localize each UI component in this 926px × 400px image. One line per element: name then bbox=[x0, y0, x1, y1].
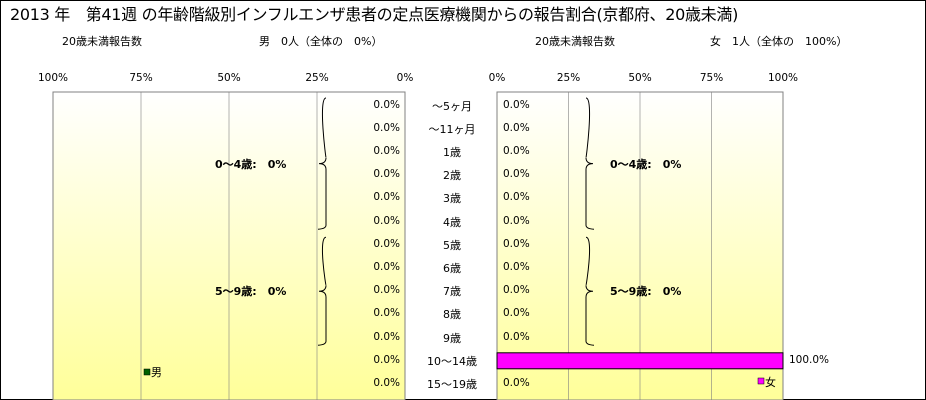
male-group-bracket bbox=[317, 236, 327, 346]
female-legend-swatch bbox=[757, 377, 765, 385]
age-category-label: 15～19歳 bbox=[427, 378, 477, 391]
age-category-label: 5歳 bbox=[443, 238, 461, 252]
female-value-label: 0.0% bbox=[503, 121, 530, 134]
age-category-label: ～5ヶ月 bbox=[432, 99, 472, 113]
male-group-label: 5～9歳: 0% bbox=[215, 285, 287, 299]
female-x-tick-label: 75% bbox=[699, 72, 724, 84]
male-value-label: 0.0% bbox=[373, 214, 400, 227]
female-group-label: 5～9歳: 0% bbox=[610, 285, 682, 299]
female-group-bracket bbox=[585, 97, 595, 230]
female-value-label: 0.0% bbox=[503, 377, 530, 389]
male-summary-label: 20歳未満報告数 bbox=[62, 35, 142, 48]
age-category-label: 10～14歳 bbox=[427, 354, 477, 368]
female-x-tick-label: 25% bbox=[556, 72, 581, 84]
female-legend-label: 女 bbox=[765, 376, 776, 389]
female-value-label: 0.0% bbox=[503, 237, 530, 250]
male-value-label: 0.0% bbox=[373, 261, 400, 273]
male-value-label: 0.0% bbox=[373, 191, 400, 204]
age-category-label: 9歳 bbox=[443, 331, 461, 345]
female-value-label: 0.0% bbox=[503, 168, 530, 181]
female-value-label: 0.0% bbox=[503, 214, 530, 227]
age-category-label: 1歳 bbox=[443, 146, 461, 159]
age-category-label: 3歳 bbox=[443, 192, 461, 206]
male-legend-label: 男 bbox=[151, 366, 162, 379]
female-x-tick-label: 0% bbox=[488, 72, 506, 84]
female-group-label: 0～4歳: 0% bbox=[610, 157, 682, 171]
male-x-tick-label: 25% bbox=[305, 72, 329, 84]
male-value-label: 0.0% bbox=[373, 284, 400, 297]
male-group-bracket bbox=[317, 97, 327, 230]
age-category-label: 7歳 bbox=[443, 285, 461, 299]
male-x-tick-label: 75% bbox=[129, 72, 153, 84]
female-x-tick-label: 100% bbox=[767, 72, 799, 84]
male-x-tick-label: 50% bbox=[217, 72, 241, 84]
age-category-label: 4歳 bbox=[443, 215, 461, 229]
age-category-label: 6歳 bbox=[443, 262, 461, 275]
male-value-label: 0.0% bbox=[373, 377, 400, 389]
male-x-tick-label: 100% bbox=[37, 72, 69, 84]
female-value-label: 0.0% bbox=[503, 98, 530, 111]
male-value-label: 0.0% bbox=[373, 145, 400, 157]
female-x-tick-label: 50% bbox=[628, 72, 652, 84]
male-value-label: 0.0% bbox=[373, 98, 400, 111]
male-value-label: 0.0% bbox=[373, 168, 400, 181]
male-value-label: 0.0% bbox=[373, 330, 400, 343]
male-x-tick-label: 0% bbox=[396, 72, 414, 84]
female-value-label: 0.0% bbox=[503, 330, 530, 343]
male-value-label: 0.0% bbox=[373, 237, 400, 250]
female-value-label: 0.0% bbox=[503, 284, 530, 297]
age-category-label: 2歳 bbox=[443, 169, 461, 183]
female-summary-label: 20歳未満報告数 bbox=[535, 35, 615, 48]
female-group-bracket bbox=[585, 236, 595, 346]
female-value-label: 100.0% bbox=[789, 353, 830, 366]
chart-title: 2013 年 第41週 の年齢階級別インフルエンザ患者の定点医療機関からの報告割… bbox=[10, 5, 739, 24]
female-value-label: 0.0% bbox=[503, 191, 530, 204]
age-category-label: ～11ヶ月 bbox=[428, 122, 476, 136]
male-value-label: 0.0% bbox=[373, 121, 400, 134]
male-legend-swatch bbox=[143, 368, 151, 376]
female-value-label: 0.0% bbox=[503, 261, 530, 273]
female-summary-count: 女 1人（全体の 100%） bbox=[710, 35, 848, 48]
female-bar bbox=[496, 352, 784, 370]
age-category-label: 8歳 bbox=[443, 308, 461, 322]
male-value-label: 0.0% bbox=[373, 353, 400, 366]
male-value-label: 0.0% bbox=[373, 307, 400, 320]
male-group-label: 0～4歳: 0% bbox=[215, 157, 287, 171]
female-value-label: 0.0% bbox=[503, 145, 530, 157]
female-value-label: 0.0% bbox=[503, 307, 530, 320]
male-summary-count: 男 0人（全体の 0%） bbox=[259, 35, 383, 48]
